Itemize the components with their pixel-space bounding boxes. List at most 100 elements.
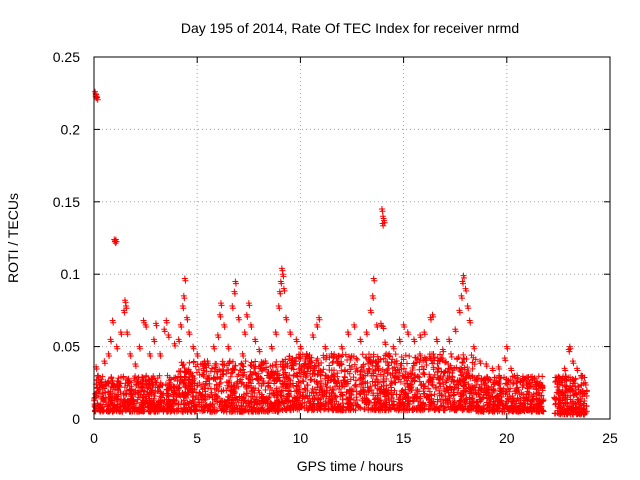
data-point	[373, 400, 380, 407]
data-point	[495, 373, 502, 380]
data-point	[489, 367, 496, 374]
data-point	[200, 360, 207, 367]
data-point	[405, 331, 412, 338]
data-point	[388, 359, 395, 366]
data-point	[508, 367, 515, 374]
data-point	[238, 407, 245, 414]
data-point	[256, 348, 263, 355]
data-point	[134, 389, 141, 396]
data-point	[241, 369, 248, 376]
data-point	[248, 406, 255, 413]
data-point	[314, 324, 321, 331]
data-point	[248, 384, 255, 391]
data-point	[446, 338, 453, 345]
data-point	[202, 381, 209, 388]
data-point	[231, 367, 238, 374]
data-point	[255, 370, 262, 377]
data-point	[454, 356, 461, 363]
data-point	[160, 406, 167, 413]
data-point	[405, 383, 412, 390]
data-point	[132, 373, 139, 380]
data-points	[91, 88, 590, 418]
data-point	[118, 396, 125, 403]
data-point	[533, 383, 540, 390]
data-point	[321, 406, 328, 413]
data-point	[204, 375, 211, 382]
data-point	[411, 372, 418, 379]
data-point	[246, 373, 253, 380]
data-point	[540, 396, 547, 403]
data-point	[446, 395, 453, 402]
data-point	[117, 373, 124, 380]
data-point	[330, 387, 337, 394]
data-point	[221, 324, 228, 331]
data-point	[450, 392, 457, 399]
data-point	[572, 390, 579, 397]
data-point	[463, 374, 470, 381]
data-point	[377, 356, 384, 363]
data-point	[357, 374, 364, 381]
data-point	[272, 361, 279, 368]
data-point	[399, 372, 406, 379]
data-point	[242, 331, 249, 338]
data-point	[251, 399, 258, 406]
data-point	[524, 388, 531, 395]
data-point	[296, 386, 303, 393]
data-point	[459, 360, 466, 367]
data-point	[551, 394, 558, 401]
data-point	[491, 398, 498, 405]
data-point	[461, 382, 468, 389]
data-point	[283, 385, 290, 392]
data-point	[149, 376, 156, 383]
data-point	[497, 384, 504, 391]
data-point	[110, 319, 117, 326]
data-point	[470, 354, 477, 361]
data-point	[348, 363, 355, 370]
data-point	[370, 295, 377, 302]
data-point	[358, 364, 365, 371]
data-point	[149, 399, 156, 406]
data-point	[331, 367, 338, 374]
data-point	[268, 401, 275, 408]
data-point	[273, 358, 280, 365]
data-point	[419, 401, 426, 408]
data-point	[236, 393, 243, 400]
data-point	[200, 373, 207, 380]
data-point	[390, 402, 397, 409]
data-point	[466, 394, 473, 401]
data-point	[313, 378, 320, 385]
data-point	[92, 408, 99, 415]
data-point	[381, 368, 388, 375]
data-point	[446, 384, 453, 391]
data-point	[110, 405, 117, 412]
data-point	[144, 385, 151, 392]
data-point	[555, 396, 562, 403]
data-point	[461, 364, 468, 371]
data-point	[557, 399, 564, 406]
data-point	[403, 390, 410, 397]
data-point	[486, 404, 493, 411]
data-point	[365, 407, 372, 414]
data-point	[278, 280, 285, 287]
data-point	[315, 401, 322, 408]
data-point	[128, 386, 135, 393]
data-point	[240, 353, 247, 360]
data-point	[416, 388, 423, 395]
data-point	[471, 361, 478, 368]
data-point	[531, 401, 538, 408]
data-point	[369, 405, 376, 412]
data-point	[224, 397, 231, 404]
data-point	[497, 390, 504, 397]
data-point	[122, 380, 129, 387]
data-point	[205, 385, 212, 392]
x-tick-label: 5	[193, 430, 201, 446]
data-point	[436, 392, 443, 399]
data-point	[238, 380, 245, 387]
data-point	[180, 361, 187, 368]
data-point	[279, 398, 286, 405]
data-point	[443, 358, 450, 365]
data-point	[95, 374, 102, 381]
data-point	[513, 379, 520, 386]
data-point	[217, 399, 224, 406]
data-point	[188, 383, 195, 390]
